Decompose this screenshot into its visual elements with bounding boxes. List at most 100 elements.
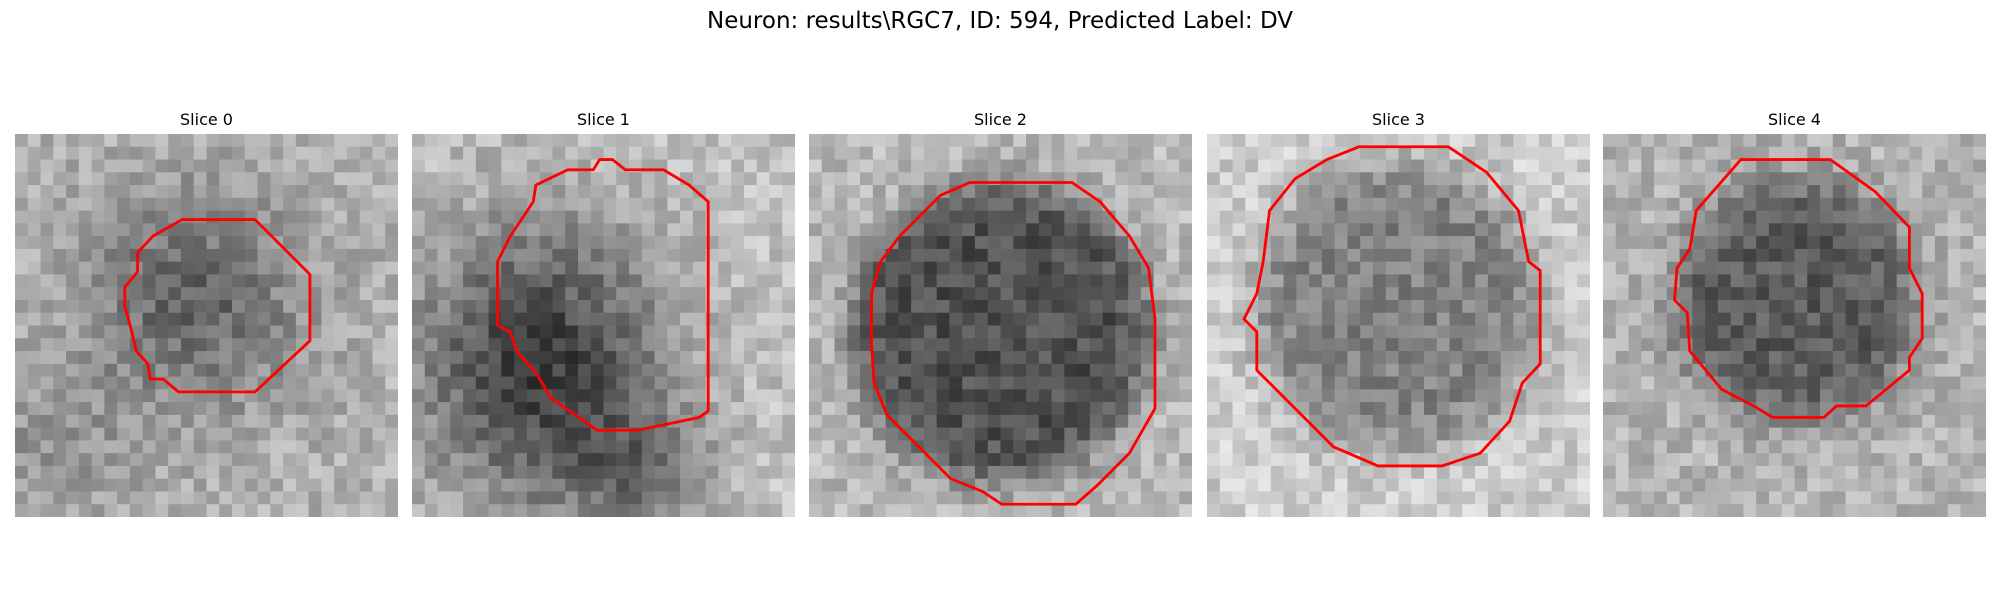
pixel <box>1628 376 1642 390</box>
pixel <box>1296 159 1310 173</box>
pixel <box>219 287 233 301</box>
pixel <box>1705 414 1719 429</box>
pixel <box>78 287 93 301</box>
pixel <box>756 299 770 314</box>
pixel <box>1038 453 1053 467</box>
pixel <box>654 325 668 339</box>
pixel <box>1858 261 1872 275</box>
pixel <box>1166 465 1180 480</box>
pixel <box>1628 453 1642 467</box>
pixel <box>308 185 322 199</box>
pixel <box>1411 248 1425 263</box>
pixel <box>923 440 938 454</box>
pixel <box>1845 440 1859 454</box>
pixel <box>359 185 373 199</box>
pixel <box>1538 236 1553 250</box>
pixel <box>987 261 1002 275</box>
pixel <box>1013 312 1027 327</box>
pixel <box>1436 351 1451 365</box>
pixel <box>590 363 605 378</box>
pixel <box>1820 223 1834 237</box>
pixel <box>1564 134 1578 148</box>
pixel <box>334 210 348 224</box>
pixel <box>1922 389 1936 403</box>
pixel <box>501 185 515 199</box>
pixel <box>1089 453 1104 467</box>
pixel <box>1615 402 1630 416</box>
pixel <box>1922 478 1936 492</box>
pixel <box>834 491 848 505</box>
pixel <box>1730 325 1744 339</box>
pixel <box>1973 453 1986 467</box>
pixel <box>1538 172 1553 186</box>
pixel <box>91 478 105 492</box>
pixel <box>1051 261 1065 275</box>
pixel <box>962 197 976 212</box>
pixel <box>1603 376 1617 390</box>
pixel <box>1513 440 1527 454</box>
pixel <box>1603 504 1617 517</box>
pixel <box>424 465 439 480</box>
pixel <box>1615 287 1630 301</box>
pixel <box>1219 210 1234 224</box>
pixel <box>437 440 451 454</box>
pixel <box>1153 478 1167 492</box>
pixel <box>1500 465 1514 480</box>
pixel <box>1577 146 1590 161</box>
pixel <box>847 299 861 314</box>
pixel <box>1372 261 1387 275</box>
pixel <box>1347 363 1361 378</box>
pixel <box>1526 389 1540 403</box>
pixel <box>616 146 630 161</box>
pixel <box>1296 210 1310 224</box>
pixel <box>1807 402 1821 416</box>
pixel <box>359 491 373 505</box>
pixel <box>1807 453 1821 467</box>
pixel <box>1140 338 1155 352</box>
pixel <box>1922 491 1936 505</box>
pixel <box>603 504 617 517</box>
pixel <box>641 146 656 161</box>
pixel <box>577 402 592 416</box>
pixel <box>488 185 502 199</box>
pixel <box>155 287 169 301</box>
pixel <box>1538 159 1553 173</box>
pixel <box>1654 338 1668 352</box>
pixel <box>1973 402 1986 416</box>
pixel <box>1960 299 1974 314</box>
pixel <box>1513 465 1527 480</box>
pixel <box>1973 440 1986 454</box>
pixel <box>295 146 310 161</box>
pixel <box>1051 414 1065 429</box>
pixel <box>1385 478 1400 492</box>
pixel <box>1871 172 1885 186</box>
pixel <box>590 351 605 365</box>
pixel <box>1577 504 1590 517</box>
pixel <box>1909 504 1923 517</box>
pixel <box>1781 210 1796 224</box>
pixel <box>1258 299 1272 314</box>
pixel <box>1219 299 1234 314</box>
pixel <box>1411 172 1425 186</box>
pixel <box>962 236 976 250</box>
pixel <box>872 338 887 352</box>
pixel <box>475 491 490 505</box>
pixel <box>334 414 348 429</box>
pixel <box>1232 376 1246 390</box>
pixel <box>911 185 925 199</box>
pixel <box>692 210 707 224</box>
pixel <box>142 299 156 314</box>
pixel <box>359 261 373 275</box>
pixel <box>257 427 271 441</box>
pixel <box>129 465 144 480</box>
pixel <box>475 146 490 161</box>
pixel <box>1102 210 1116 224</box>
pixel <box>1232 414 1246 429</box>
pixel <box>308 414 322 429</box>
pixel <box>667 478 681 492</box>
pixel <box>104 325 118 339</box>
pixel <box>1038 287 1053 301</box>
pixel <box>66 363 80 378</box>
pixel <box>616 465 630 480</box>
pixel <box>1845 210 1859 224</box>
